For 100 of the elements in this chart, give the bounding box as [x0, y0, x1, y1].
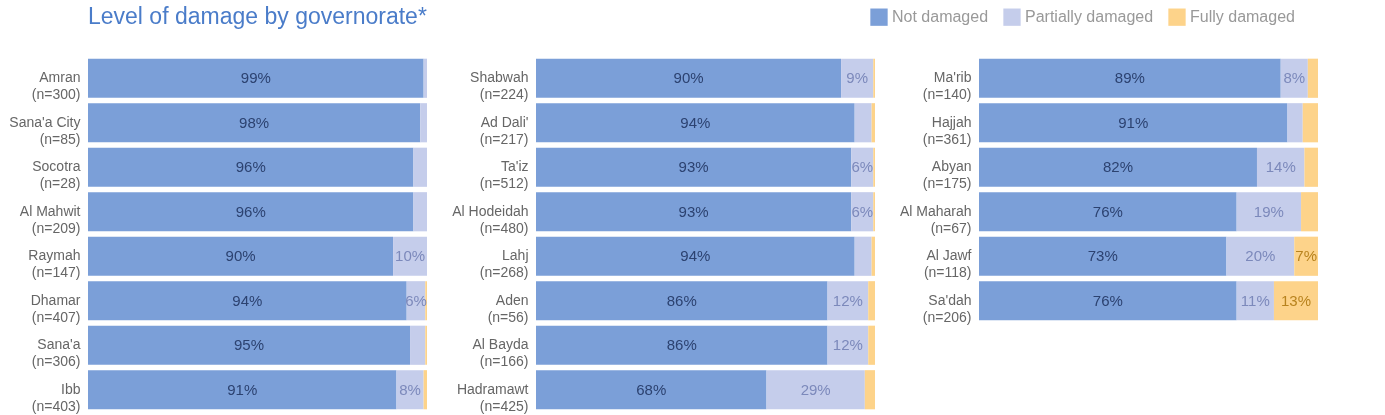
bar	[1302, 103, 1318, 143]
y-tick-label: Al Hodeidah (n=480)	[452, 202, 529, 236]
bar	[88, 103, 421, 143]
y-tick-label: Al Maharah (n=67)	[899, 202, 972, 236]
data-label: 96%	[235, 202, 266, 220]
y-tick-label: Abyan (n=175)	[922, 158, 972, 192]
y-tick-label: Raymah (n=147)	[28, 247, 81, 281]
data-label: 20%	[1245, 247, 1276, 265]
data-label: 99%	[240, 69, 271, 87]
y-tick-label: Lahj (n=268)	[479, 247, 529, 281]
bar	[88, 147, 414, 187]
bar	[410, 325, 426, 365]
data-label: 29%	[800, 380, 831, 398]
data-label: 11%	[1240, 291, 1270, 309]
y-tick-label: Ta'iz (n=512)	[479, 158, 529, 192]
bar	[766, 370, 865, 410]
bar	[536, 236, 855, 276]
bar	[88, 325, 411, 365]
y-tick-label: Al Mahwit (n=209)	[19, 202, 81, 236]
bar	[88, 58, 424, 98]
data-label: 90%	[225, 247, 256, 265]
bar	[420, 103, 427, 143]
y-tick-label: Sana'a (n=306)	[31, 336, 81, 370]
bar	[1236, 192, 1302, 232]
data-label: 91%	[1118, 113, 1149, 131]
data-label: 14%	[1265, 158, 1296, 176]
data-label: 9%	[846, 69, 869, 87]
data-label: 98%	[239, 113, 270, 131]
bar	[1256, 147, 1305, 187]
legend-label: Fully damaged	[1190, 8, 1295, 26]
bar	[536, 58, 842, 98]
bar	[979, 147, 1257, 187]
y-tick-label: Dhamar (n=407)	[30, 291, 81, 325]
data-label: 10%	[395, 247, 426, 265]
y-tick-label: Socotra (n=28)	[32, 158, 81, 192]
data-label: 90%	[673, 69, 704, 87]
data-label: 95%	[234, 336, 265, 354]
data-label: 7%	[1295, 247, 1317, 265]
data-label: 86%	[666, 291, 697, 309]
y-tick-label: Hajjah (n=361)	[922, 113, 972, 147]
data-label: 13%	[1280, 291, 1311, 309]
bar	[979, 192, 1237, 232]
y-tick-label: Hadramawt (n=425)	[456, 380, 529, 414]
bar	[979, 236, 1227, 276]
bar	[868, 281, 875, 321]
chart-title: Level of damage by governorate*	[88, 3, 427, 29]
bar	[413, 192, 427, 232]
bar	[979, 103, 1288, 143]
bar	[979, 58, 1281, 98]
bar	[536, 192, 852, 232]
data-label: 94%	[232, 291, 263, 309]
y-tick-label: Sa'dah (n=206)	[922, 291, 972, 325]
data-label: 86%	[666, 336, 697, 354]
bar	[88, 281, 407, 321]
data-label: 19%	[1253, 202, 1284, 220]
y-tick-label: Ibb (n=403)	[31, 380, 81, 414]
y-tick-label: Ad Dali' (n=217)	[479, 113, 529, 147]
bar	[864, 370, 875, 410]
bar	[536, 370, 767, 410]
bar	[868, 325, 875, 365]
y-tick-label: Shabwah (n=224)	[470, 69, 529, 103]
bar	[1304, 147, 1318, 187]
bar	[536, 281, 828, 321]
y-tick-label: Aden (n=56)	[487, 291, 529, 325]
data-label: 8%	[399, 380, 421, 398]
bar	[536, 147, 852, 187]
bar	[88, 370, 397, 410]
data-label: 76%	[1092, 291, 1123, 309]
bar	[1307, 58, 1318, 98]
data-label: 6%	[851, 202, 874, 220]
bar	[854, 236, 872, 276]
legend-label: Not damaged	[892, 8, 989, 26]
bar	[1301, 192, 1318, 232]
data-label: 93%	[678, 202, 709, 220]
bar	[88, 236, 394, 276]
y-tick-label: Al Bayda (n=166)	[472, 336, 529, 370]
bar	[536, 325, 828, 365]
bar	[1287, 103, 1303, 143]
bar	[88, 192, 414, 232]
data-label: 89%	[1114, 69, 1145, 87]
data-label: 93%	[678, 158, 709, 176]
data-label: 91%	[227, 380, 258, 398]
data-label: 68%	[636, 380, 667, 398]
bar	[536, 103, 855, 143]
legend-label: Partially damaged	[1025, 8, 1154, 26]
data-label: 6%	[851, 158, 874, 176]
bar	[854, 103, 872, 143]
data-label: 76%	[1092, 202, 1123, 220]
y-tick-label: Sana'a City (n=85)	[9, 113, 81, 147]
data-label: 73%	[1087, 247, 1118, 265]
data-label: 82%	[1102, 158, 1134, 176]
bar	[1226, 236, 1295, 276]
y-tick-label: Al Jawf (n=118)	[923, 247, 972, 281]
data-label: 12%	[832, 336, 863, 354]
data-label: 8%	[1283, 69, 1306, 87]
y-tick-label: Ma'rib (n=140)	[922, 69, 972, 103]
data-label: 12%	[832, 291, 863, 309]
data-label: 94%	[680, 113, 711, 131]
bar	[979, 281, 1237, 321]
y-tick-label: Amran (n=300)	[31, 69, 81, 103]
